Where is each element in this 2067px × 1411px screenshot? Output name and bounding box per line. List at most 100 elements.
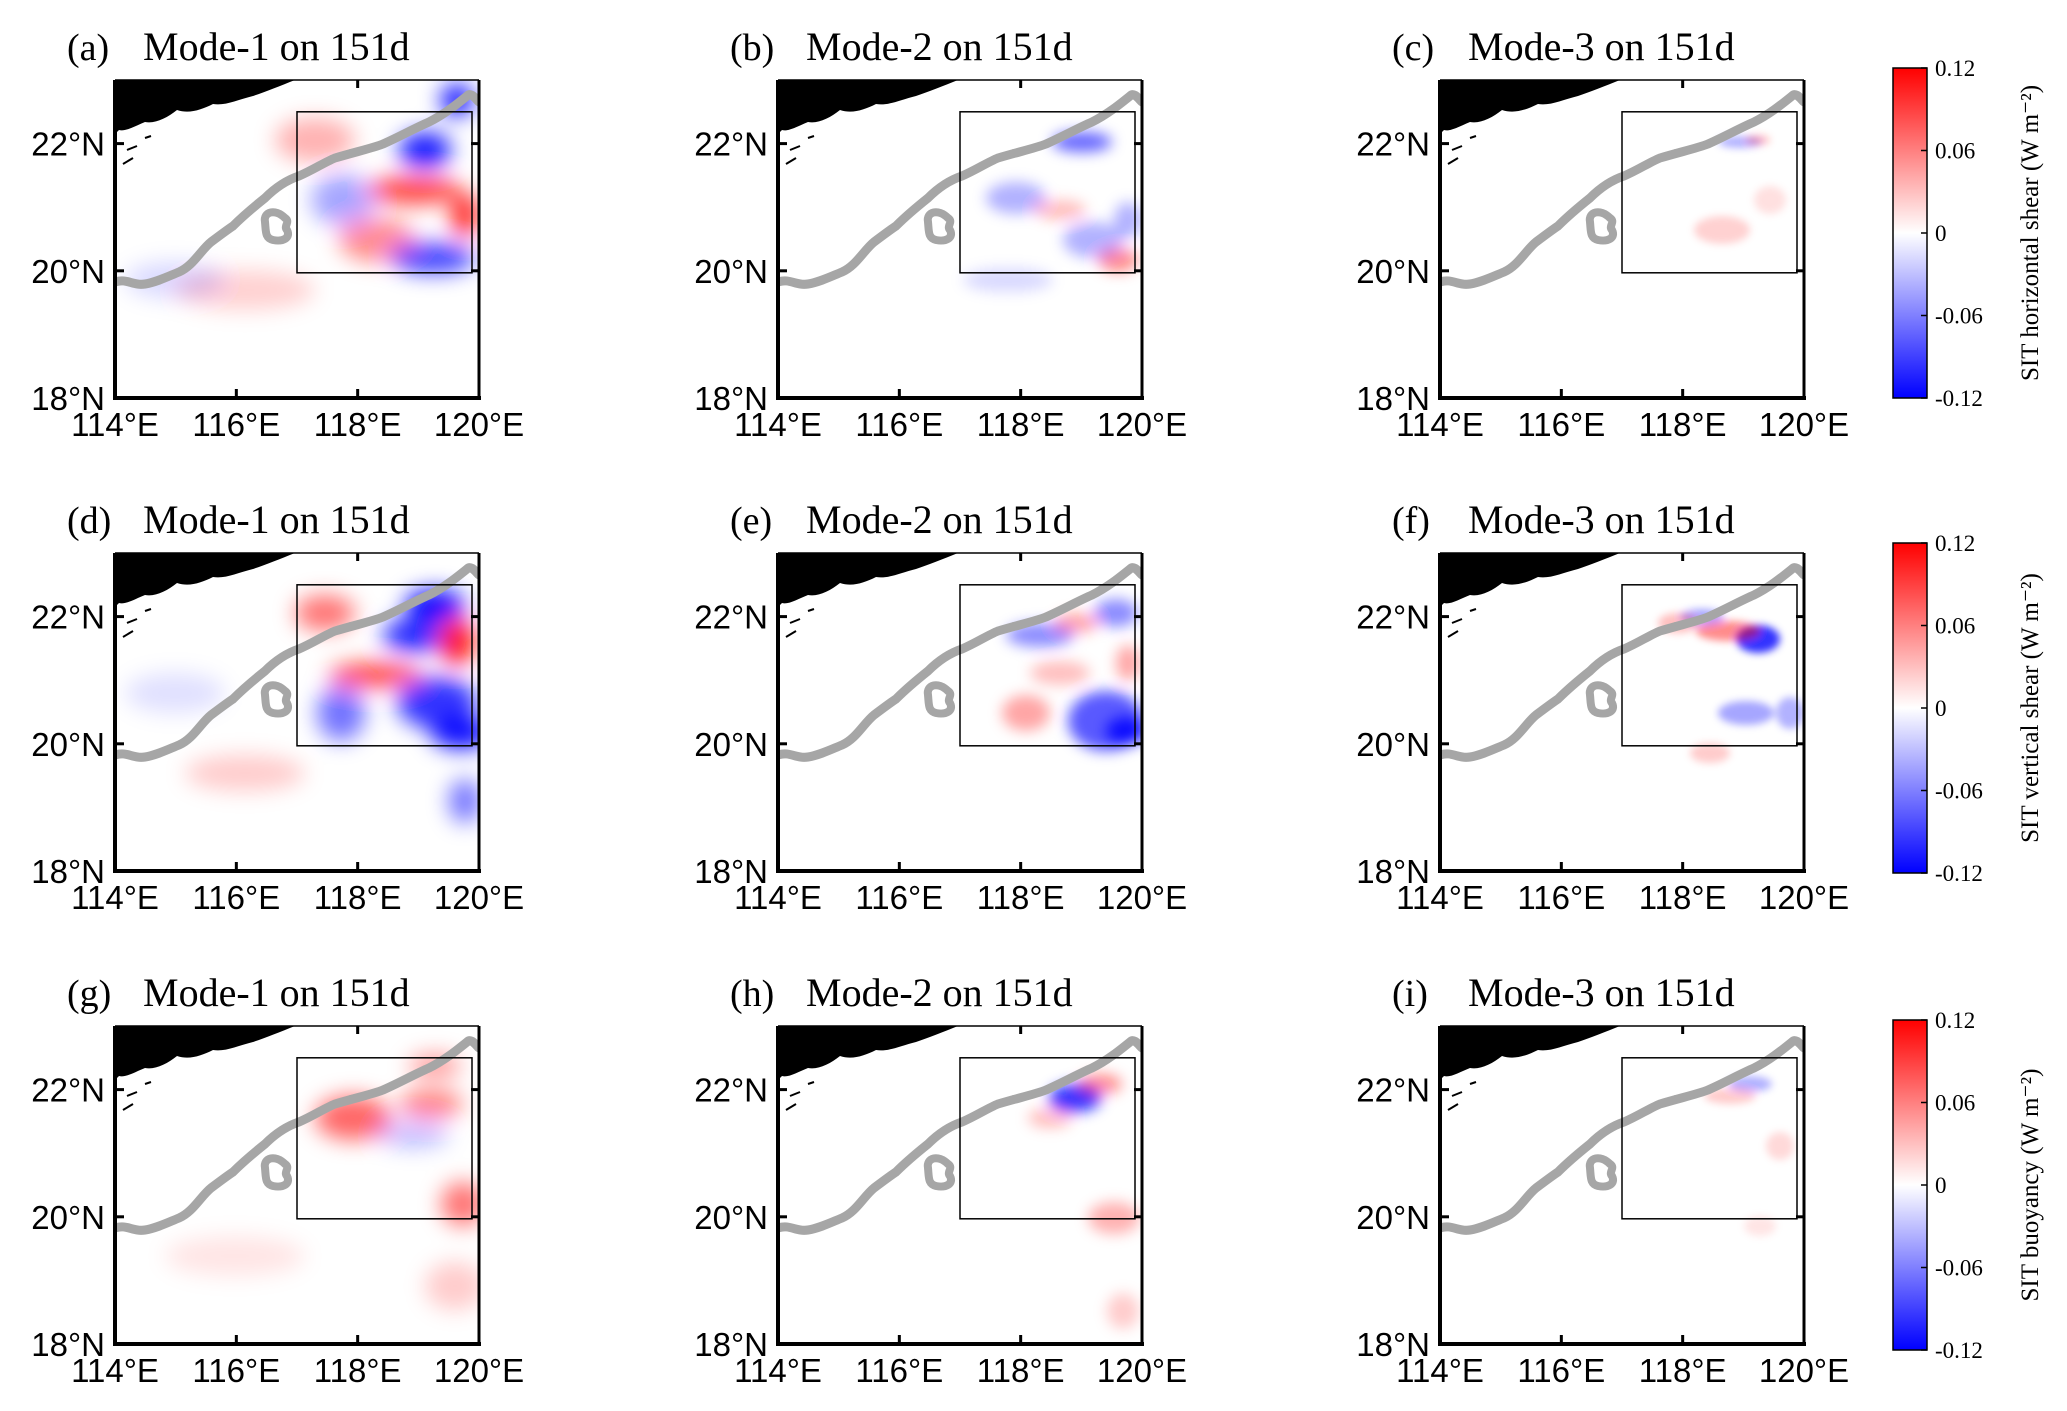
- box-region: [296, 111, 473, 274]
- panel-title: Mode-1 on 151d: [143, 497, 410, 542]
- map-area: [115, 1026, 479, 1344]
- lon-tick-label: 116°E: [855, 879, 943, 916]
- panel-h: (h) Mode-2 on 151d 18°N 20°N 22°N 114°E 116°E 1…: [694, 970, 1187, 1389]
- negative-anomaly: [399, 132, 451, 168]
- lat-tick-label: 20°N: [694, 1199, 768, 1236]
- colorbar-tick-label: 0.06: [1935, 614, 1975, 639]
- negative-anomaly: [377, 1120, 449, 1148]
- panel-i: (i) Mode-3 on 151d 18°N 20°N 22°N 114°E 116°E 1…: [1356, 970, 1849, 1389]
- colorbar-tick-label: -0.06: [1935, 1256, 1983, 1281]
- colorbar-2: 0.12 0.06 0 -0.06 -0.12 SIT vertical shear (W…: [1892, 531, 2044, 886]
- panel-label: (d): [67, 500, 111, 542]
- negative-anomaly: [125, 262, 225, 298]
- colorbar-tick-label: -0.12: [1935, 1338, 1983, 1363]
- negative-anomaly: [431, 717, 479, 749]
- positive-anomaly: [1744, 1216, 1776, 1236]
- isobath-dot: [1010, 622, 1018, 630]
- coast-fragments: [1447, 1081, 1477, 1111]
- negative-anomaly: [1094, 599, 1138, 627]
- anomaly-field: [963, 132, 1142, 292]
- lon-tick-label: 120°E: [1759, 1352, 1849, 1389]
- negative-anomaly: [1776, 697, 1804, 729]
- lon-tick-label: 118°E: [1639, 879, 1727, 916]
- lat-tick-label: 20°N: [1356, 1199, 1430, 1236]
- lat-tick-label: 22°N: [1356, 599, 1430, 636]
- positive-anomaly: [1694, 216, 1750, 244]
- box-region: [1621, 1057, 1798, 1220]
- negative-anomaly: [963, 268, 1053, 292]
- isobath-dot: [347, 149, 355, 157]
- isobath-dot: [1010, 1095, 1018, 1103]
- lon-tick-label: 120°E: [1097, 406, 1187, 443]
- lat-tick-label: 20°N: [694, 726, 768, 763]
- colorbar-tick-label: 0.12: [1935, 1008, 1975, 1033]
- negative-anomaly: [125, 673, 225, 713]
- negative-anomaly: [397, 677, 477, 729]
- lat-tick-label: 20°N: [31, 726, 105, 763]
- lon-tick-label: 120°E: [1097, 1352, 1187, 1389]
- positive-anomaly: [369, 176, 461, 204]
- lat-tick-label: 18°N: [694, 1326, 768, 1363]
- lat-tick-label: 22°N: [694, 126, 768, 163]
- panel-f: (f) Mode-3 on 151d 18°N 20°N 22°N 114°E 116°E 1…: [1356, 497, 1849, 916]
- coast-fragments: [1447, 608, 1477, 638]
- lon-tick-label: 120°E: [1097, 879, 1187, 916]
- colorbar-tick-label: -0.12: [1935, 386, 1983, 411]
- panel-label: (i): [1392, 973, 1428, 1015]
- isobath-line: [778, 563, 1142, 762]
- lon-tick-label: 116°E: [855, 1352, 943, 1389]
- lat-tick-label: 20°N: [1356, 253, 1430, 290]
- panel-d: (d) Mode-1 on 151d 18°N 20°N 22°N 114°E 116°E 1…: [31, 497, 524, 916]
- lon-tick-label: 116°E: [1517, 406, 1605, 443]
- island-isobath: [260, 1154, 292, 1191]
- negative-anomaly: [1114, 202, 1142, 238]
- panel-title: Mode-3 on 151d: [1468, 970, 1735, 1015]
- lat-tick-label: 22°N: [31, 599, 105, 636]
- coast-fragments: [1447, 135, 1477, 165]
- lon-tick-label: 116°E: [192, 1352, 280, 1389]
- lon-tick-label: 118°E: [977, 1352, 1065, 1389]
- box-region: [296, 584, 473, 747]
- positive-anomaly: [1704, 1088, 1756, 1104]
- positive-anomaly: [1690, 743, 1730, 763]
- negative-anomaly: [449, 779, 479, 823]
- lat-tick-label: 22°N: [31, 1072, 105, 1109]
- island-isobath: [1585, 681, 1617, 718]
- panel-label: (e): [730, 500, 772, 542]
- positive-anomaly: [1034, 200, 1086, 220]
- lon-tick-label: 114°E: [734, 879, 822, 916]
- positive-anomaly: [1028, 1108, 1072, 1128]
- lat-tick-label: 18°N: [31, 853, 105, 890]
- land-mask: [778, 80, 958, 134]
- island-isobath: [260, 208, 292, 245]
- isobath-dot: [347, 1095, 355, 1103]
- panel-label: (g): [67, 973, 111, 1015]
- box-region: [1621, 584, 1798, 747]
- coast-fragments: [785, 1081, 815, 1111]
- lat-tick-label: 22°N: [31, 126, 105, 163]
- anomaly-field: [1704, 1076, 1794, 1236]
- colorbar-label: SIT buoyancy (W m⁻²): [2017, 1069, 2044, 1302]
- anomaly-field: [165, 1054, 479, 1310]
- panel-title: Mode-1 on 151d: [143, 970, 410, 1015]
- negative-anomaly: [1063, 222, 1123, 258]
- lat-tick-label: 18°N: [694, 853, 768, 890]
- panel-b: (b) Mode-2 on 151d 18°N 20°N 22°N 114°E 116°E 1…: [694, 24, 1187, 443]
- coast-fragments: [785, 608, 815, 638]
- box-region: [959, 584, 1136, 747]
- isobath-dot: [1672, 1095, 1680, 1103]
- lon-tick-label: 114°E: [1396, 406, 1484, 443]
- positive-anomaly: [275, 118, 355, 162]
- panel-e: (e) Mode-2 on 151d 18°N 20°N 22°N 114°E 116°E 1…: [694, 497, 1187, 916]
- isobath-dot: [1010, 149, 1018, 157]
- negative-anomaly: [986, 182, 1046, 214]
- land-mask: [1440, 553, 1620, 607]
- colorbar-tick-label: 0.06: [1935, 139, 1975, 164]
- isobath-line: [1440, 90, 1804, 289]
- colorbar-tick-label: -0.06: [1935, 304, 1983, 329]
- panel-g: (g) Mode-1 on 151d 18°N 20°N 22°N 114°E 116°E 1…: [31, 970, 524, 1389]
- negative-anomaly: [317, 685, 365, 741]
- colorbar-tick-label: -0.12: [1935, 861, 1983, 886]
- isobath-line: [778, 90, 1142, 289]
- positive-anomaly: [399, 1090, 463, 1118]
